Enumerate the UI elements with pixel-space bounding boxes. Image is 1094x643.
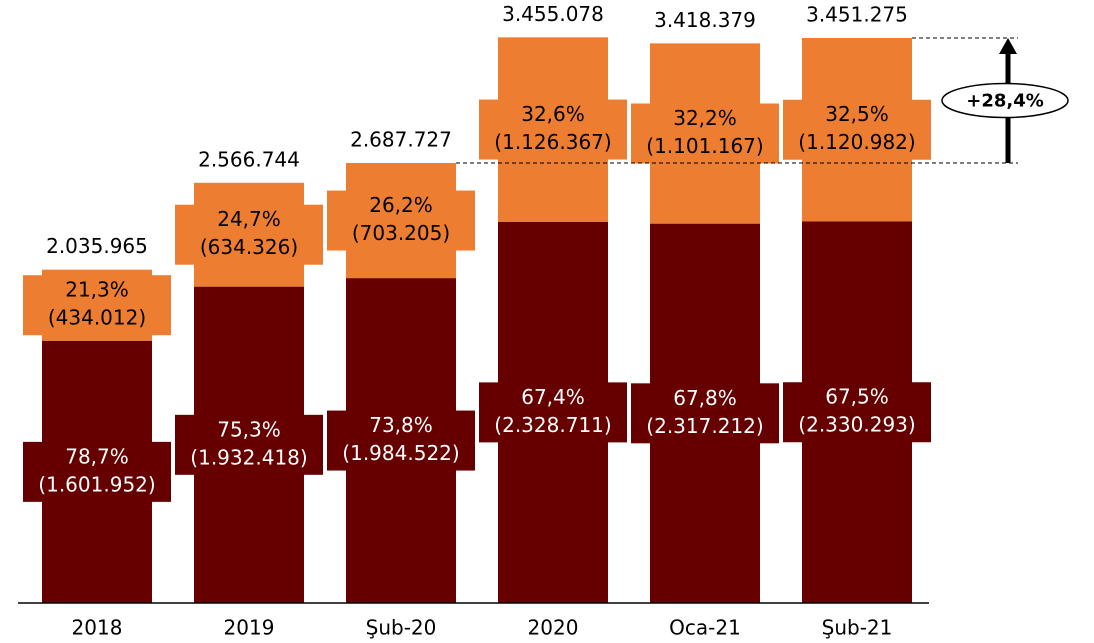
value-label: (1.601.952) — [38, 472, 155, 496]
percent-label: 32,5% — [825, 102, 889, 126]
label-box — [23, 441, 171, 502]
label-box — [327, 190, 475, 251]
x-tick-label: Şub-21 — [822, 616, 893, 640]
value-label: (2.317.212) — [646, 414, 763, 438]
total-label: 3.418.379 — [654, 8, 756, 32]
total-label: 2.035.965 — [46, 234, 148, 258]
value-label: (703.205) — [352, 221, 450, 245]
annotation-ellipse — [941, 82, 1069, 119]
percent-label: 32,6% — [521, 102, 585, 126]
percent-label: 67,8% — [673, 386, 737, 410]
annotation: +28,4% — [966, 90, 1044, 111]
arrow-head — [999, 37, 1017, 54]
x-tick-label: Şub-20 — [366, 616, 437, 640]
percent-label: 24,7% — [217, 207, 281, 231]
value-label: (634.326) — [200, 235, 298, 259]
percent-label: 32,2% — [673, 106, 737, 130]
value-label: (1.101.167) — [646, 134, 763, 158]
label-box — [175, 414, 323, 475]
total-label: 2.687.727 — [350, 127, 452, 151]
x-tick-label: 2019 — [224, 616, 275, 640]
label-box — [175, 204, 323, 265]
label-box — [783, 382, 931, 443]
x-tick-label: 2020 — [528, 616, 579, 640]
value-label: (1.126.367) — [494, 130, 611, 154]
total-label: 3.455.078 — [502, 2, 604, 26]
value-label: (2.328.711) — [494, 413, 611, 437]
value-label: (434.012) — [48, 306, 146, 330]
total-label: 2.566.744 — [198, 147, 300, 171]
x-tick-label: Oca-21 — [669, 616, 741, 640]
percent-label: 73,8% — [369, 413, 433, 437]
percent-label: 67,5% — [825, 385, 889, 409]
label-box — [479, 382, 627, 443]
percent-label: 26,2% — [369, 193, 433, 217]
percent-label: 21,3% — [65, 278, 129, 302]
total-label: 3.451.275 — [806, 2, 908, 26]
x-tick-label: 2018 — [72, 616, 123, 640]
value-label: (1.120.982) — [798, 130, 915, 154]
value-label: (2.330.293) — [798, 413, 915, 437]
label-box — [631, 103, 779, 164]
percent-label: 67,4% — [521, 385, 585, 409]
label-box — [327, 410, 475, 471]
percent-label: 78,7% — [65, 444, 129, 468]
label-box — [479, 99, 627, 160]
label-box — [631, 383, 779, 444]
label-box — [23, 275, 171, 336]
label-box — [783, 99, 931, 160]
percent-label: 75,3% — [217, 417, 281, 441]
value-label: (1.984.522) — [342, 441, 459, 465]
value-label: (1.932.418) — [190, 445, 307, 469]
